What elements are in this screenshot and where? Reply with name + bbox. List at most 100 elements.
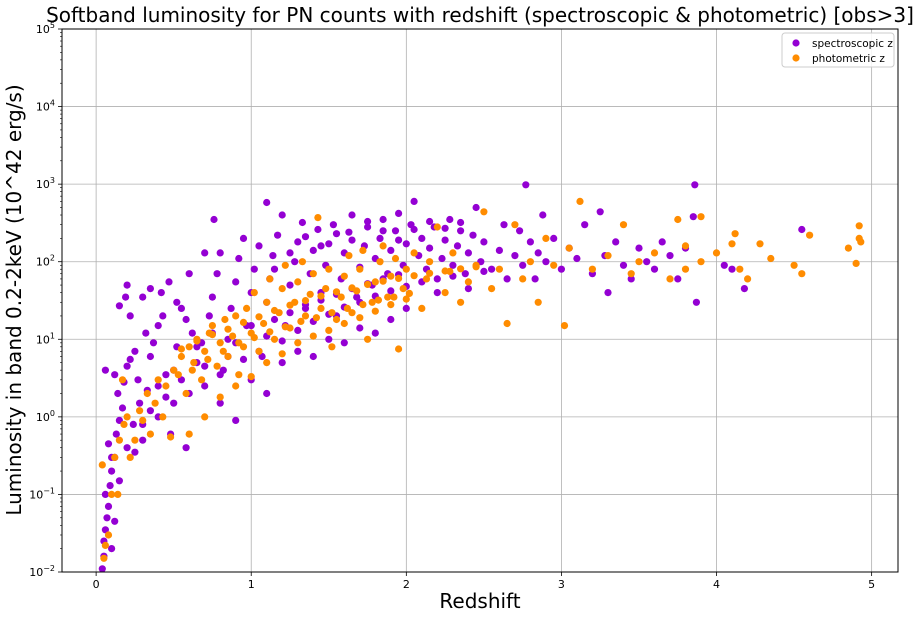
data-point — [298, 258, 306, 266]
data-point — [526, 258, 535, 266]
data-point — [149, 339, 158, 347]
data-point — [798, 270, 806, 278]
data-point — [374, 296, 382, 304]
data-point — [131, 347, 139, 355]
data-point — [174, 371, 182, 379]
data-point — [208, 293, 216, 301]
data-point — [111, 453, 119, 461]
data-point — [247, 373, 255, 381]
data-point — [177, 352, 185, 361]
data-point — [255, 313, 263, 321]
data-point — [740, 285, 749, 293]
legend: spectroscopic z photometric z — [781, 32, 895, 68]
data-point — [503, 275, 511, 283]
data-point — [224, 325, 232, 333]
data-point — [301, 297, 310, 305]
plot-frame — [61, 28, 899, 573]
data-point — [235, 339, 243, 347]
data-point — [154, 322, 162, 330]
data-point — [270, 315, 279, 324]
data-point — [495, 246, 503, 254]
data-point — [260, 319, 268, 328]
data-point — [689, 213, 697, 221]
data-point — [395, 236, 403, 244]
y-tick-base: 10 — [29, 488, 43, 501]
data-point — [314, 214, 322, 222]
data-point — [328, 343, 336, 351]
data-point — [239, 343, 248, 351]
data-point — [345, 252, 353, 260]
y-tick-exponent: −2 — [43, 564, 55, 573]
data-point — [674, 215, 682, 224]
data-point — [433, 289, 441, 297]
data-point — [325, 265, 333, 273]
data-point — [201, 413, 209, 421]
data-point — [263, 298, 271, 306]
data-point — [146, 407, 154, 415]
y-tick-base: 10 — [36, 178, 50, 191]
data-point — [488, 285, 496, 293]
data-point — [441, 224, 449, 232]
data-point — [188, 366, 196, 374]
data-point — [480, 238, 488, 246]
data-point — [539, 211, 547, 219]
data-point — [201, 347, 209, 355]
data-point — [154, 382, 162, 390]
data-point — [106, 482, 114, 490]
data-point — [201, 249, 209, 257]
data-point — [359, 246, 367, 254]
data-point — [108, 545, 116, 553]
data-point — [227, 304, 235, 312]
data-point — [301, 312, 310, 320]
data-point — [348, 284, 356, 292]
data-point — [193, 337, 201, 345]
data-point — [457, 227, 465, 235]
data-point — [557, 265, 566, 273]
data-point — [126, 453, 134, 461]
data-point — [101, 541, 109, 550]
data-point — [278, 359, 286, 367]
data-point — [332, 288, 341, 296]
y-tick-exponent: 1 — [50, 331, 55, 340]
data-point — [157, 289, 165, 297]
data-point — [201, 382, 209, 390]
data-point — [266, 328, 274, 336]
data-point — [258, 352, 266, 361]
data-point — [565, 244, 573, 252]
data-point — [129, 420, 137, 428]
data-point — [294, 238, 302, 246]
data-point — [371, 307, 379, 315]
data-point — [317, 292, 325, 300]
data-point — [193, 343, 201, 351]
y-tick-exponent: 2 — [50, 254, 55, 263]
data-point — [219, 347, 227, 355]
data-point — [736, 265, 744, 273]
data-point — [101, 526, 109, 534]
data-point — [131, 436, 139, 444]
data-point — [650, 265, 659, 273]
data-point — [542, 234, 550, 242]
data-point — [426, 244, 434, 252]
data-point — [692, 298, 701, 306]
data-point — [98, 461, 106, 469]
data-point — [243, 304, 251, 312]
data-point — [522, 181, 530, 189]
data-point — [635, 244, 643, 252]
data-point — [208, 331, 216, 339]
data-point — [371, 278, 379, 286]
data-point — [162, 371, 170, 379]
data-point — [146, 285, 154, 293]
x-tick-label: 2 — [403, 578, 410, 591]
data-point — [115, 436, 123, 444]
data-point — [162, 382, 170, 390]
data-point — [98, 565, 106, 573]
data-point — [697, 258, 705, 266]
x-tick-label: 3 — [558, 578, 565, 591]
data-point — [114, 389, 122, 398]
data-point — [402, 295, 410, 303]
data-point — [213, 270, 221, 278]
data-point — [151, 399, 159, 407]
data-point — [204, 355, 212, 363]
data-point — [146, 352, 154, 361]
data-point — [596, 208, 604, 216]
